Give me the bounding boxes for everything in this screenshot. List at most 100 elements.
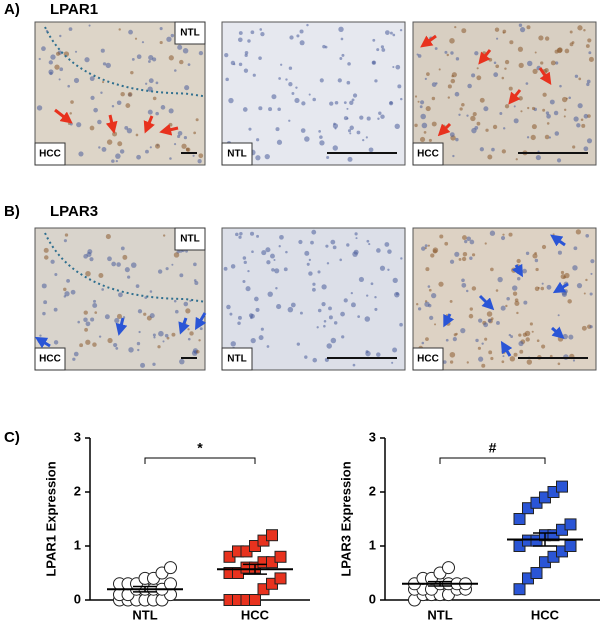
cell — [517, 46, 524, 52]
cell — [364, 316, 371, 322]
arrow — [552, 281, 569, 294]
cell — [44, 255, 49, 260]
cell — [111, 104, 115, 108]
cell — [502, 355, 505, 358]
cell — [392, 347, 398, 353]
cell — [506, 296, 510, 301]
cell — [580, 118, 584, 121]
cell — [527, 106, 530, 110]
cell — [242, 107, 248, 112]
cell — [238, 31, 243, 35]
cell — [119, 149, 125, 154]
x-tick-label: HCC — [241, 607, 270, 622]
cell — [572, 265, 578, 271]
cell — [446, 53, 450, 57]
cell — [513, 352, 518, 357]
cell — [127, 275, 131, 279]
cell — [553, 110, 559, 116]
cell — [116, 100, 122, 106]
cell — [435, 82, 438, 85]
cell — [414, 123, 418, 128]
data-point — [564, 518, 577, 531]
cell — [476, 75, 482, 81]
cell — [425, 267, 430, 272]
cell — [288, 119, 291, 122]
cell — [569, 30, 573, 34]
cell — [544, 134, 550, 140]
cell — [229, 312, 233, 316]
cell — [481, 342, 484, 345]
cell — [159, 40, 163, 45]
cell — [416, 303, 419, 306]
cell — [136, 54, 142, 60]
cell — [125, 103, 131, 108]
cell — [317, 270, 321, 274]
cell — [438, 281, 444, 287]
cell — [424, 244, 428, 248]
label-box — [412, 347, 444, 371]
cell — [85, 321, 91, 327]
cell — [399, 322, 403, 327]
y-tick-label: 2 — [369, 483, 376, 498]
cell — [113, 342, 118, 348]
arrow — [159, 123, 179, 136]
cell — [560, 274, 566, 280]
cell — [504, 104, 510, 109]
cell — [478, 356, 484, 362]
cell — [288, 66, 293, 70]
cell — [514, 300, 520, 306]
cell — [350, 291, 353, 295]
cell — [237, 37, 243, 43]
cell — [173, 143, 177, 146]
cell — [561, 292, 567, 298]
cell — [583, 292, 586, 295]
cell — [519, 27, 526, 33]
cell — [532, 68, 538, 74]
cell — [368, 147, 374, 153]
cell — [38, 57, 41, 61]
cell — [174, 69, 177, 72]
cell — [442, 360, 447, 364]
cell — [304, 136, 310, 142]
cell — [193, 131, 197, 135]
cell — [171, 263, 174, 266]
data-point — [274, 550, 287, 563]
cell — [326, 155, 330, 160]
cell — [87, 249, 93, 255]
cell — [455, 137, 459, 142]
cell — [63, 239, 67, 243]
cell — [512, 285, 518, 291]
cell — [531, 106, 536, 111]
cell — [343, 101, 347, 105]
cell — [258, 335, 264, 341]
cell — [179, 59, 184, 65]
cell — [452, 337, 457, 342]
cell — [585, 278, 588, 282]
cell — [492, 124, 498, 130]
y-tick-label: 3 — [74, 429, 81, 444]
cell — [48, 60, 53, 65]
cell — [166, 36, 172, 42]
cell — [242, 279, 246, 284]
cell — [392, 33, 396, 37]
cell — [170, 33, 175, 38]
cell — [304, 355, 308, 359]
cell — [254, 296, 259, 302]
cell — [182, 48, 189, 54]
cell — [478, 318, 483, 323]
cell — [85, 270, 91, 277]
arrow — [508, 89, 522, 105]
cell — [92, 342, 97, 347]
cell — [479, 147, 484, 152]
cell — [366, 116, 371, 121]
cell — [122, 254, 128, 260]
cell — [542, 108, 546, 112]
cell — [270, 253, 275, 259]
cell — [173, 299, 177, 303]
cell — [365, 136, 368, 139]
cell — [516, 311, 519, 315]
cell — [427, 285, 431, 288]
cell — [421, 122, 428, 129]
cell — [319, 140, 325, 146]
cell — [137, 348, 140, 352]
